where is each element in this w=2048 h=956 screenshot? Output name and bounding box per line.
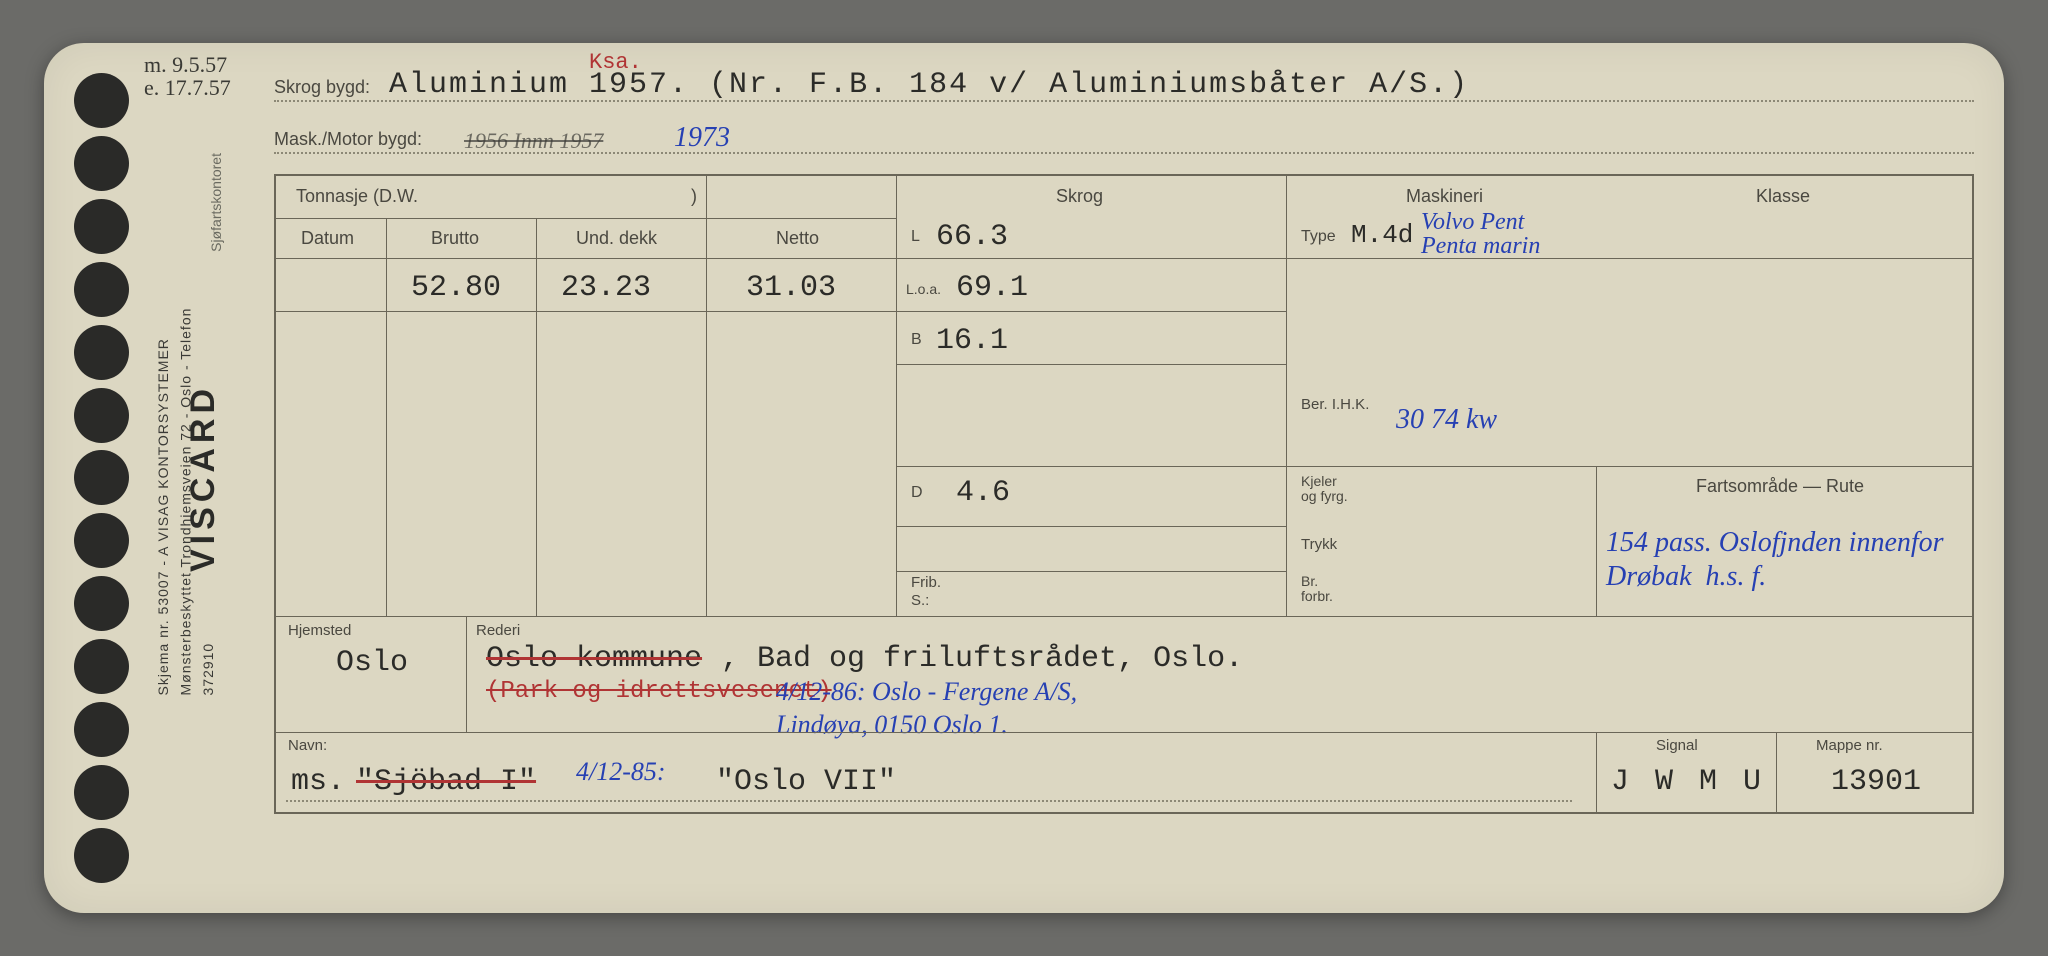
- hjemsted-value: Oslo: [336, 646, 408, 680]
- skrog-D-label: D: [911, 484, 923, 502]
- ber-ihk-label: Ber. I.H.K.: [1301, 396, 1369, 413]
- type-hand: Volvo Pent Penta marin: [1421, 210, 1540, 258]
- date-annotation: m. 9.5.57 e. 17.7.57: [144, 53, 231, 99]
- maskineri-header: Maskineri: [1406, 186, 1483, 207]
- brutto-value: 52.80: [411, 271, 501, 305]
- fart-value: 154 pass. Oslofjnden innenfor Drøbak h.s…: [1606, 526, 1944, 593]
- hjemsted-label: Hjemsted: [288, 622, 351, 639]
- skrog-Loa-label: L.o.a.: [906, 281, 941, 297]
- name-hand-date: 4/12-85:: [576, 757, 666, 787]
- mappe-value: 13901: [1831, 765, 1921, 799]
- motor-bygd-hand2: 1973: [674, 122, 730, 154]
- skrog-frib-label: Frib.: [911, 574, 941, 591]
- col-brutto: Brutto: [431, 228, 479, 249]
- netto-value: 31.03: [746, 271, 836, 305]
- index-card: Skjema nr. 53007 - A VISAG KONTORSYSTEME…: [44, 43, 2004, 913]
- skrog-Loa-value: 69.1: [956, 271, 1028, 305]
- bottom-row: Navn: ms. "Sjöbad I" 4/12-85: "Oslo VII"…: [276, 732, 1972, 812]
- fart-label: Fartsområde — Rute: [1696, 476, 1864, 497]
- und-dekk-value: 23.23: [561, 271, 651, 305]
- form-content: m. 9.5.57 e. 17.7.57 Ksa. Skrog bygd: Al…: [274, 58, 1974, 888]
- col-und-dekk: Und. dekk: [576, 228, 657, 249]
- type-label: Type: [1301, 228, 1336, 246]
- skrog-B-value: 16.1: [936, 324, 1008, 358]
- name-struck: "Sjöbad I": [356, 765, 536, 799]
- signal-value: J W M U: [1611, 765, 1765, 799]
- skrog-bygd-label: Skrog bygd:: [274, 77, 370, 98]
- skrog-D-value: 4.6: [956, 476, 1010, 510]
- tonnasje-label: Tonnasje (D.W.: [296, 186, 418, 207]
- main-form-grid: Tonnasje (D.W. ) Datum Brutto Und. dekk …: [274, 174, 1974, 814]
- skrog-header: Skrog: [1056, 186, 1103, 207]
- kjeler-label: Kjeler og fyrg.: [1301, 474, 1348, 505]
- col-netto: Netto: [776, 228, 819, 249]
- navn-label: Navn:: [288, 737, 327, 754]
- name-new: "Oslo VII": [716, 765, 896, 799]
- skrog-L-value: 66.3: [936, 220, 1008, 254]
- motor-bygd-hand1: 1956 Innn 1957: [464, 128, 603, 154]
- motor-bygd-label: Mask./Motor bygd:: [274, 129, 422, 150]
- rederi-rest: , Bad og friluftsrådet, Oslo.: [721, 642, 1243, 676]
- tonnasje-close: ): [691, 186, 697, 207]
- rederi-struck: Oslo kommune: [486, 642, 702, 676]
- name-prefix: ms.: [291, 765, 345, 799]
- punch-holes: [74, 73, 134, 883]
- skrog-L-label: L: [911, 228, 920, 246]
- skrog-S-label: S.:: [911, 592, 929, 609]
- signal-label: Signal: [1656, 737, 1698, 754]
- col-datum: Datum: [301, 228, 354, 249]
- skrog-B-label: B: [911, 331, 922, 349]
- side-office-label: Sjøfartskontoret: [208, 153, 224, 252]
- type-typed: M.4d: [1351, 220, 1413, 250]
- ber-ihk-value: 30 74 kw: [1396, 404, 1497, 436]
- mappe-label: Mappe nr.: [1816, 737, 1883, 754]
- br-forbr-label: Br. forbr.: [1301, 574, 1333, 605]
- skrog-bygd-value: Aluminium 1957. (Nr. F.B. 184 v/ Alumini…: [389, 68, 1469, 102]
- brand-logo: VISCARD: [184, 384, 223, 572]
- trykk-label: Trykk: [1301, 536, 1337, 553]
- klasse-header: Klasse: [1756, 186, 1810, 207]
- rederi-label: Rederi: [476, 622, 520, 639]
